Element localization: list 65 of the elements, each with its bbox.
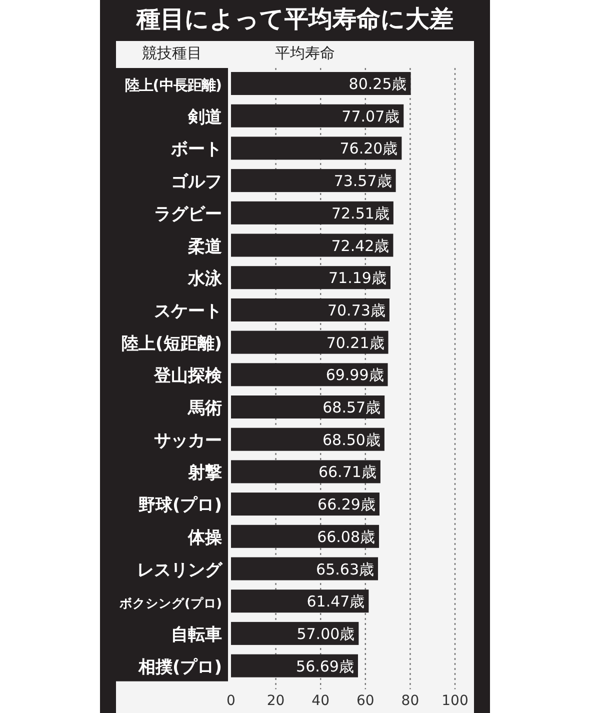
y-tick-label: 剣道 <box>187 107 222 128</box>
data-label: 73.57歳 <box>334 172 392 190</box>
bar <box>231 557 378 580</box>
y-tick-label: 相撲(プロ) <box>137 657 222 678</box>
x-tick-label: 20 <box>266 693 285 709</box>
y-tick-label: 野球(プロ) <box>138 496 222 516</box>
data-label: 57.00歳 <box>296 624 355 643</box>
data-label: 68.57歳 <box>322 398 381 416</box>
y-tick-label: 登山探検 <box>153 366 223 386</box>
x-tick-label: 0 <box>226 693 236 709</box>
chart-title: 種目によって平均寿命に大差 <box>136 5 454 33</box>
data-label: 80.25歳 <box>348 75 407 93</box>
bar <box>231 104 404 128</box>
x-tick-label: 60 <box>356 693 374 709</box>
data-label: 77.07歳 <box>342 107 400 126</box>
y-tick-label: レスリング <box>137 560 223 580</box>
bar <box>231 622 359 645</box>
x-tick-label: 100 <box>442 693 468 709</box>
y-tick-label: ラグビー <box>154 204 222 224</box>
y-tick-label: 陸上(短距離) <box>122 332 222 353</box>
bar <box>231 266 390 290</box>
data-label: 66.71歳 <box>318 463 376 482</box>
bar <box>231 72 411 95</box>
data-label: 76.20歳 <box>340 140 398 158</box>
bar <box>231 201 394 224</box>
y-tick-label: 水泳 <box>187 269 223 290</box>
bar <box>231 298 390 322</box>
y-tick-label: 自転車 <box>171 624 222 645</box>
data-label: 70.21歳 <box>326 334 384 352</box>
y-tick-label: ボクシング(プロ) <box>118 596 222 611</box>
data-label: 56.69歳 <box>296 657 354 676</box>
y-axis-title: 競技種目 <box>142 44 202 62</box>
y-tick-label: 柔道 <box>187 236 222 257</box>
y-tick-label: スケート <box>154 301 222 322</box>
bar <box>231 136 402 160</box>
bar <box>231 428 384 451</box>
data-label: 71.19歳 <box>328 269 386 288</box>
bar <box>231 396 385 418</box>
data-label: 70.73歳 <box>327 301 386 320</box>
data-label: 66.08歳 <box>317 528 376 546</box>
bar <box>231 169 396 192</box>
x-tick-label: 40 <box>312 693 330 709</box>
y-tick-label: サッカー <box>154 430 222 451</box>
data-label: 61.47歳 <box>306 592 365 611</box>
y-tick-label: 射撃 <box>187 463 222 484</box>
x-axis-title: 平均寿命 <box>275 44 335 62</box>
y-tick-label: 陸上(中長距離) <box>124 78 222 94</box>
data-label: 66.29歳 <box>318 496 376 514</box>
y-tick-label: 体操 <box>187 528 223 548</box>
y-tick-label: 馬術 <box>187 398 222 418</box>
bar <box>231 590 369 613</box>
bar <box>231 524 380 548</box>
data-label: 72.42歳 <box>331 236 390 255</box>
bar <box>231 330 388 354</box>
bar <box>231 492 380 516</box>
data-label: 65.63歳 <box>316 560 374 578</box>
x-tick-label: 80 <box>401 693 420 709</box>
data-label: 68.50歳 <box>322 430 380 449</box>
bar <box>231 234 394 257</box>
bar <box>231 460 380 484</box>
data-label: 72.51歳 <box>331 204 390 222</box>
y-tick-label: ボート <box>170 140 222 160</box>
y-tick-label: ゴルフ <box>171 172 222 192</box>
data-label: 69.99歳 <box>326 366 384 384</box>
bar <box>231 363 388 386</box>
